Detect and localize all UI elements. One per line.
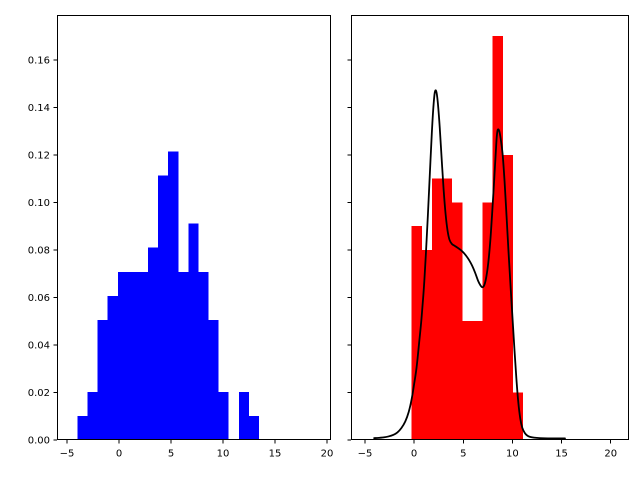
y-tick-label: 0.10 xyxy=(28,198,50,209)
histogram-bar xyxy=(107,295,118,440)
x-tick-label: −5 xyxy=(60,449,75,460)
y-tick-label: 0.02 xyxy=(28,388,50,399)
histogram-bar xyxy=(248,416,260,440)
histogram-bar xyxy=(77,416,88,440)
histogram-bar xyxy=(178,271,189,440)
histogram-bar xyxy=(431,178,443,440)
histogram-bar xyxy=(117,271,128,440)
histogram-bar xyxy=(502,154,513,441)
histogram-bar xyxy=(472,321,483,440)
kde-curve xyxy=(373,89,566,440)
histogram-bar xyxy=(238,392,249,440)
histogram-bar xyxy=(127,271,138,440)
x-tick-label: 15 xyxy=(555,449,568,460)
histogram-bar xyxy=(482,202,493,440)
x-tick-label: 0 xyxy=(411,449,417,460)
histogram-bar xyxy=(492,36,503,440)
histogram-bar xyxy=(148,247,159,440)
x-tick-label: −5 xyxy=(358,449,373,460)
y-tick-label: 0.14 xyxy=(28,103,50,114)
left-histogram-bars xyxy=(77,151,260,440)
x-tick-label: 5 xyxy=(460,449,466,460)
right-histogram-kde-bars xyxy=(411,36,524,441)
y-tick-label: 0.04 xyxy=(28,340,50,351)
histogram-bar xyxy=(97,319,108,440)
x-tick-label: 10 xyxy=(506,449,519,460)
histogram-bar xyxy=(218,392,229,440)
x-tick-label: 0 xyxy=(116,449,122,460)
x-tick-label: 20 xyxy=(321,449,334,460)
axes-frame xyxy=(57,15,331,440)
y-tick-label: 0.00 xyxy=(28,436,50,447)
x-tick-label: 15 xyxy=(269,449,282,460)
right-histogram-kde: −5 0 5 10 15 20 xyxy=(347,15,629,460)
histogram-bar xyxy=(198,271,209,440)
histogram-bar xyxy=(512,392,524,440)
histogram-bar xyxy=(137,271,149,440)
histogram-bar xyxy=(87,392,98,440)
histogram-bar xyxy=(188,223,199,440)
axes-frame xyxy=(351,15,629,440)
histogram-bar xyxy=(411,226,422,440)
histogram-bar xyxy=(158,175,169,440)
histogram-bar xyxy=(168,151,179,440)
histogram-bar xyxy=(462,321,473,440)
y-tick-label: 0.08 xyxy=(28,245,50,256)
left-histogram: −5 0 5 10 15 20 0.00 0.02 0.04 0.06 0.08 0.10 0.12 0.… xyxy=(28,15,334,460)
histogram-bar xyxy=(421,249,432,440)
y-tick-label: 0.16 xyxy=(28,55,50,66)
y-tick-label: 0.06 xyxy=(28,293,50,304)
histogram-bar xyxy=(442,178,453,440)
histogram-bar xyxy=(452,202,463,440)
x-tick-label: 20 xyxy=(604,449,617,460)
x-tick-label: 5 xyxy=(168,449,174,460)
y-tick-label: 0.12 xyxy=(28,150,50,161)
x-tick-label: 10 xyxy=(217,449,230,460)
histogram-bar xyxy=(208,319,219,440)
